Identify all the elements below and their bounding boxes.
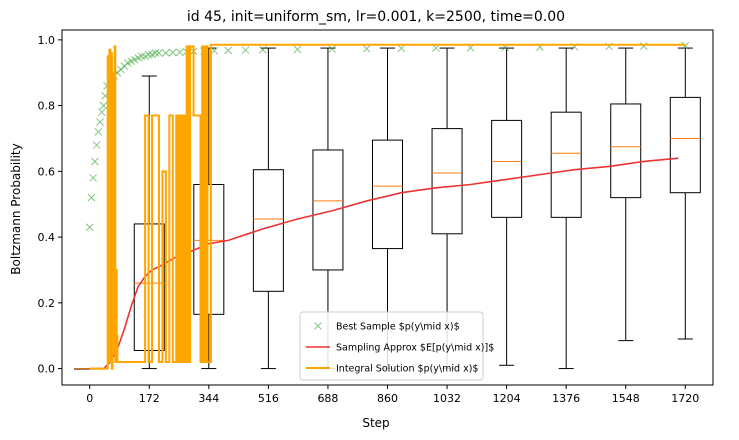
y-tick-label: 0.4 [38, 231, 56, 244]
y-tick-label: 0.6 [38, 165, 56, 178]
scatter-point [258, 45, 267, 54]
x-tick-label: 688 [317, 392, 338, 405]
scatter-point [639, 42, 648, 50]
axes-ticks: 0 172 344 516 688 860 1032 1204 1376 1548 1720 0.0 0… [38, 34, 700, 405]
scatter-series [85, 41, 690, 232]
x-tick-label: 1376 [552, 392, 580, 405]
y-axis-label: Boltzmann Probability [9, 143, 23, 274]
scatter-point [89, 174, 98, 182]
scatter-point [681, 41, 690, 50]
legend-marker [314, 322, 322, 330]
scatter-point [91, 157, 99, 166]
boxplot [550, 47, 582, 370]
scatter-point [96, 118, 104, 126]
x-tick-label: 860 [377, 392, 398, 405]
scatter-point [99, 101, 108, 110]
x-tick-label: 1032 [433, 392, 461, 405]
chart-title: id 45, init=uniform_sm, lr=0.001, k=2500… [187, 9, 565, 25]
box-body [550, 111, 582, 218]
boxplot [491, 47, 523, 366]
boxplot [252, 47, 284, 370]
box-body [193, 183, 225, 315]
x-axis-label: Step [362, 416, 389, 430]
boxplot [669, 47, 701, 340]
scatter-point [293, 45, 302, 54]
sampling-approx-line [89, 157, 679, 370]
scatter-point [168, 48, 177, 57]
box-body [312, 149, 344, 271]
x-tick-label: 1204 [493, 392, 521, 405]
legend-label: Integral Solution $p(y\mid x)$ [336, 364, 478, 375]
scatter-point [175, 48, 184, 57]
x-tick-label: 1720 [671, 392, 699, 405]
box-body [431, 128, 463, 235]
scatter-point [210, 46, 219, 55]
scatter-point [162, 49, 170, 57]
x-tick-label: 344 [198, 392, 219, 405]
legend: Best Sample $p(y\mid x)$ Sampling Approx … [299, 311, 494, 381]
x-tick-label: 1548 [612, 392, 640, 405]
scatter-point [85, 223, 94, 232]
legend-box [299, 311, 484, 381]
box-body [669, 96, 701, 194]
scatter-point [241, 46, 250, 54]
y-tick-label: 1.0 [38, 34, 56, 47]
scatter-point [328, 45, 336, 53]
scatter-point [397, 44, 406, 53]
scatter-point [87, 193, 96, 202]
scatter-point [155, 49, 163, 57]
scatter-point [224, 46, 233, 55]
box-body [610, 103, 642, 199]
boxplot [193, 47, 225, 370]
y-tick-label: 0.8 [38, 100, 56, 113]
box-body [252, 169, 284, 292]
legend-label: Best Sample $p(y\mid x)$ [336, 322, 460, 333]
box-body [491, 119, 523, 218]
scatter-point [97, 108, 106, 117]
legend-label: Sampling Approx $E[p(y\mid x)]$ [336, 343, 494, 354]
scatter-point [94, 128, 103, 136]
plot-frame [61, 29, 714, 386]
scatter-point [144, 50, 153, 59]
y-tick-label: 0.0 [38, 363, 56, 376]
scatter-point [151, 49, 160, 57]
x-tick-label: 172 [139, 392, 160, 405]
scatter-point [137, 52, 146, 61]
scatter-point [92, 141, 101, 149]
box-body [372, 139, 403, 250]
x-tick-label: 0 [86, 392, 93, 405]
y-tick-label: 0.2 [38, 297, 56, 310]
scatter-point [362, 44, 371, 53]
integral-solution-line [89, 43, 686, 370]
x-tick-label: 516 [258, 392, 279, 405]
boxplot [610, 47, 642, 342]
